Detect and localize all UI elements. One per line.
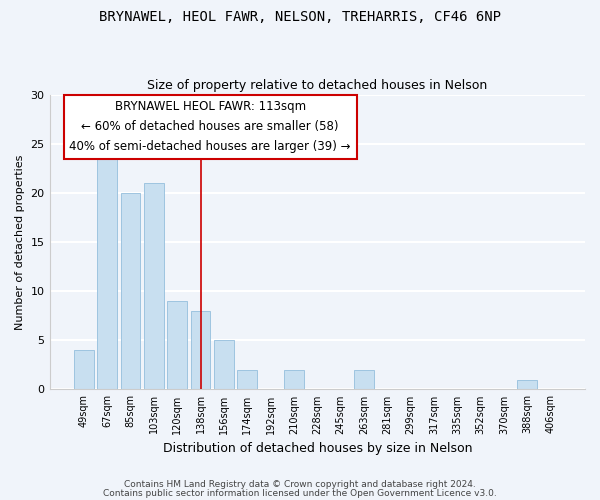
Bar — [517, 380, 538, 390]
Text: BRYNAWEL HEOL FAWR: 113sqm
← 60% of detached houses are smaller (58)
40% of semi: BRYNAWEL HEOL FAWR: 113sqm ← 60% of deta… — [70, 100, 351, 154]
X-axis label: Distribution of detached houses by size in Nelson: Distribution of detached houses by size … — [163, 442, 472, 455]
Y-axis label: Number of detached properties: Number of detached properties — [15, 154, 25, 330]
Bar — [214, 340, 234, 390]
Bar — [121, 193, 140, 390]
Bar — [144, 183, 164, 390]
Bar — [238, 370, 257, 390]
Bar — [354, 370, 374, 390]
Bar — [74, 350, 94, 390]
Text: BRYNAWEL, HEOL FAWR, NELSON, TREHARRIS, CF46 6NP: BRYNAWEL, HEOL FAWR, NELSON, TREHARRIS, … — [99, 10, 501, 24]
Bar — [167, 301, 187, 390]
Title: Size of property relative to detached houses in Nelson: Size of property relative to detached ho… — [147, 79, 487, 92]
Text: Contains HM Land Registry data © Crown copyright and database right 2024.: Contains HM Land Registry data © Crown c… — [124, 480, 476, 489]
Bar — [284, 370, 304, 390]
Bar — [97, 154, 117, 390]
Text: Contains public sector information licensed under the Open Government Licence v3: Contains public sector information licen… — [103, 488, 497, 498]
Bar — [191, 311, 211, 390]
